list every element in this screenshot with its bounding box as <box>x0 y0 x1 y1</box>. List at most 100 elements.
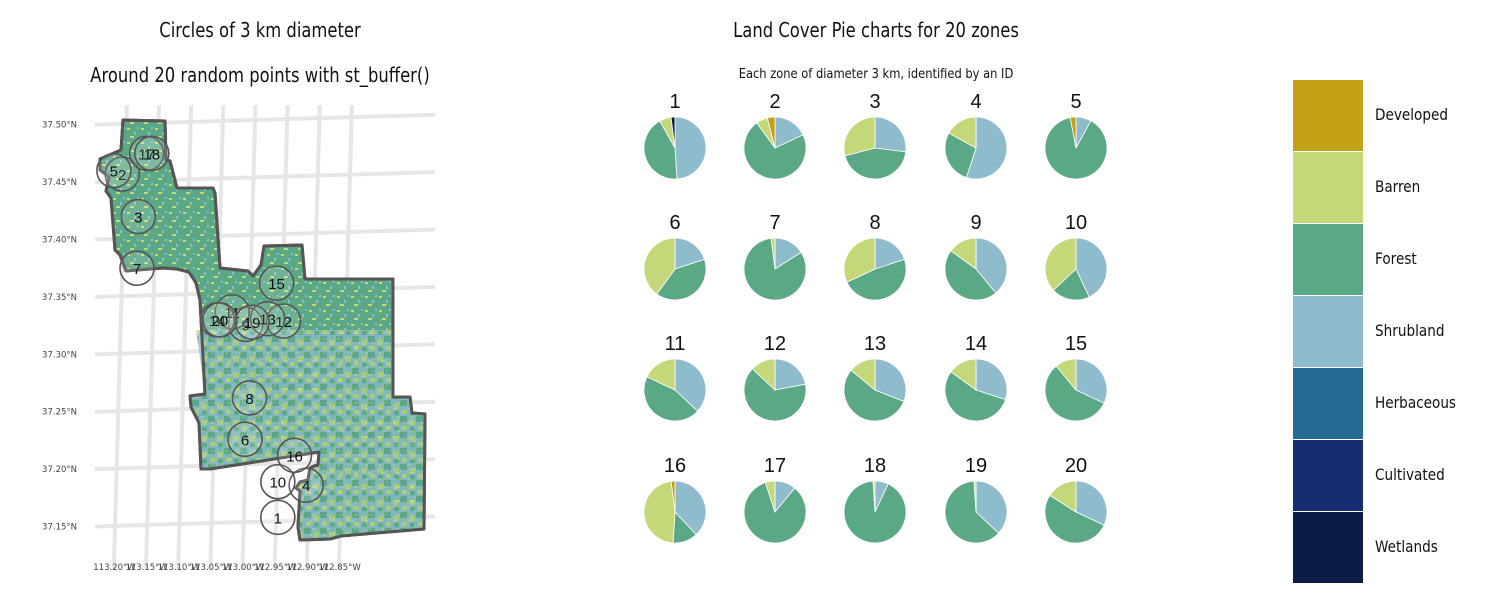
pie-zone-8: 8 <box>843 212 907 301</box>
pie-slice-forest <box>743 482 807 544</box>
pie-slice-barren <box>950 237 977 270</box>
pie-label: 15 <box>1065 333 1087 355</box>
zone-circle-label: 18 <box>143 146 160 163</box>
zone-circle-label: 20 <box>212 313 229 330</box>
map-y-tick-label: 37.20°N <box>42 465 77 475</box>
pie-label: 17 <box>764 455 786 477</box>
pie-slice-developed <box>1069 116 1077 149</box>
map-y-tick-label: 37.30°N <box>42 350 77 360</box>
pie-zone-16: 16 <box>643 455 707 544</box>
pie-slice-shrubland <box>1075 237 1108 298</box>
pie-slice-barren <box>843 237 876 283</box>
pie-label: 3 <box>869 91 880 113</box>
zone-circle <box>231 380 268 416</box>
legend-label-herbaceous: Herbaceous <box>1375 393 1457 412</box>
map-y-tick-label: 37.45°N <box>42 178 77 188</box>
pie-slice-barren <box>764 480 776 513</box>
study-area-south-cover <box>190 330 424 540</box>
pie-zone-15: 15 <box>1044 333 1108 422</box>
pie-slice-forest <box>643 120 678 180</box>
pie-slice-forest <box>643 376 699 422</box>
pie-slice-shrubland <box>1075 358 1108 404</box>
pie-label: 12 <box>764 333 786 355</box>
legend-swatch-developed <box>1293 80 1363 151</box>
legend-swatch-wetlands <box>1293 512 1363 583</box>
zone-circle <box>96 152 132 189</box>
pie-slice-forest <box>944 250 997 301</box>
pie-slice-forest <box>743 122 807 180</box>
pie-label: 16 <box>664 455 686 477</box>
pie-zone-2: 2 <box>743 91 807 180</box>
zone-circle-label: 4 <box>302 478 310 495</box>
pie-slice-forest <box>1044 117 1108 180</box>
pie-slice-forest <box>846 258 907 301</box>
pie-label: 14 <box>965 333 987 355</box>
study-area-map: 113.20°W113.15°W113.10°W113.05°W113.00°W… <box>42 105 436 573</box>
pie-zone-12: 12 <box>743 333 807 422</box>
legend-swatch-forest <box>1293 224 1363 295</box>
pie-label: 8 <box>869 212 880 234</box>
map-y-tick-label: 37.40°N <box>42 236 77 246</box>
zone-circle-label: 8 <box>245 391 253 408</box>
pie-slice-barren <box>1055 358 1077 392</box>
pie-zone-19: 19 <box>944 455 1008 544</box>
zone-circle-label: 15 <box>268 276 285 293</box>
zone-circle-label: 2 <box>118 167 126 184</box>
pie-zone-11: 11 <box>643 333 707 422</box>
zone-circle <box>249 300 286 337</box>
legend-swatch-herbaceous <box>1293 368 1363 439</box>
pie-label: 10 <box>1065 212 1087 234</box>
zone-circle <box>202 302 238 338</box>
map-gridline-lon <box>176 105 194 570</box>
pie-zone-1: 1 <box>643 91 707 180</box>
pie-slice-barren <box>643 237 676 295</box>
pie-slice-developed <box>766 116 776 149</box>
pies-subtitle: Each zone of diameter 3 km, identified b… <box>738 66 1014 82</box>
map-x-tick-label: 112.95°W <box>254 563 297 573</box>
zone-circle <box>119 250 155 287</box>
pie-label: 9 <box>970 212 981 234</box>
pie-zone-3: 3 <box>843 91 907 180</box>
zone-circle-label: 14 <box>209 313 226 330</box>
pie-slice-forest <box>944 371 1006 422</box>
zone-circle-label: 17 <box>138 146 155 163</box>
pie-slice-barren <box>950 358 977 391</box>
pie-slice-wetlands <box>670 116 676 149</box>
zone-circle <box>234 304 270 340</box>
map-axes: 113.20°W113.15°W113.10°W113.05°W113.00°W… <box>42 121 361 573</box>
pie-label: 1 <box>669 91 680 113</box>
pie-slice-shrubland <box>1075 480 1108 526</box>
pie-slice-barren <box>973 480 977 513</box>
pie-slice-shrubland <box>965 116 1008 180</box>
legend-label-wetlands: Wetlands <box>1375 537 1438 556</box>
zone-circle <box>260 499 296 536</box>
map-x-tick-label: 113.05°W <box>190 563 233 573</box>
map-x-tick-label: 113.00°W <box>222 563 265 573</box>
zone-circle <box>133 135 170 172</box>
zone-circle-label: 10 <box>269 475 286 492</box>
pie-slice-shrubland <box>975 358 1008 401</box>
zone-circle-label: 5 <box>110 164 118 181</box>
pie-slice-shrubland <box>975 480 1008 534</box>
zone-circle <box>227 421 263 458</box>
map-y-tick-label: 37.50°N <box>42 121 77 131</box>
pie-slice-barren <box>751 358 776 391</box>
map-y-tick-label: 37.25°N <box>42 408 77 418</box>
pie-label: 13 <box>864 333 886 355</box>
zone-circle <box>258 265 295 301</box>
map-x-tick-label: 113.10°W <box>158 563 201 573</box>
pie-zone-5: 5 <box>1044 91 1108 180</box>
pie-slice-barren <box>770 237 776 270</box>
pie-slice-shrubland <box>674 480 707 536</box>
pie-slice-forest <box>656 258 707 301</box>
map-y-tick-label: 37.35°N <box>42 293 77 303</box>
map-subtitle: Around 20 random points with st_buffer() <box>90 63 430 87</box>
pie-slice-forest <box>844 147 907 180</box>
pie-label: 20 <box>1065 455 1087 477</box>
pie-slice-forest <box>1044 365 1105 422</box>
pie-label: 7 <box>769 212 780 234</box>
pie-zone-4: 4 <box>944 91 1008 180</box>
legend-swatch-barren <box>1293 152 1363 223</box>
pie-slice-barren <box>843 116 876 157</box>
